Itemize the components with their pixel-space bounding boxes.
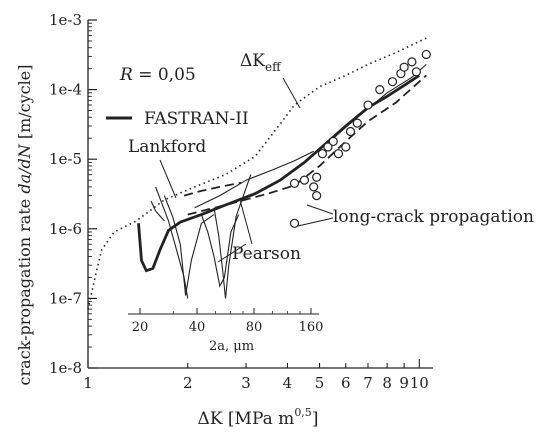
series-lankford_dashed (183, 181, 242, 197)
inset-axis-label: 2a, μm (209, 339, 254, 354)
series-fastran (137, 74, 421, 273)
series-small_crack_3 (200, 214, 240, 288)
y-tick-label: 1e-4 (49, 81, 82, 99)
pearson-leader (239, 199, 253, 245)
x-tick-label: 10 (410, 374, 429, 392)
data-point (411, 67, 421, 77)
series-small_crack_2 (155, 186, 189, 299)
data-point (333, 149, 344, 159)
y-tick-label: 1e-6 (49, 220, 82, 238)
dkeff-leader (282, 77, 301, 109)
x-tick-label: 7 (363, 374, 373, 392)
data-markers (289, 49, 431, 228)
data-point (421, 49, 431, 60)
y-tick-label: 1e-8 (49, 359, 82, 377)
y-tick-label: 1e-7 (49, 289, 82, 307)
x-tick-label: 2 (183, 374, 193, 392)
data-point (309, 182, 319, 192)
data-point (328, 136, 338, 147)
x-tick-label: 6 (341, 374, 351, 392)
data-point (312, 172, 322, 182)
x-tick-label: 3 (241, 374, 251, 392)
data-point (289, 178, 300, 188)
y-tick-label: 1e-3 (49, 11, 82, 29)
lankford-leader (159, 159, 177, 199)
data-point (407, 57, 417, 67)
long-crack-label: long-crack propagation (333, 207, 534, 227)
data-point (289, 218, 300, 228)
annotation-leaders (159, 77, 334, 263)
plot-axes (87, 20, 433, 369)
lankford-label: Lankford (128, 137, 206, 157)
x-axis-label: ΔK [MPa m0,5] (198, 406, 319, 429)
data-point (345, 126, 356, 137)
data-point (299, 175, 310, 185)
inset-tick-label: 160 (299, 320, 324, 335)
data-point (352, 118, 362, 128)
series-small_crack_5 (150, 200, 165, 222)
inset-tick-label: 80 (246, 320, 263, 335)
data-point (323, 142, 333, 152)
pearson-label: Pearson (232, 244, 301, 264)
long-crack-leader (306, 204, 334, 215)
inset-axis: 20 40 80 160 2a, μm (128, 308, 323, 354)
series-small_crack_1 (163, 195, 215, 296)
dkeff-annotation: ΔKeff (240, 51, 282, 74)
series-long_crack_dashed (187, 74, 427, 216)
x-tick-label: 4 (283, 374, 293, 392)
series-small_crack_4 (213, 174, 252, 299)
inset-tick-label: 20 (132, 320, 149, 335)
fastran-label: FASTRAN-II (144, 109, 249, 129)
pearson-leader-2 (217, 243, 247, 263)
r-annotation: R = 0,05 (119, 65, 196, 85)
data-point (375, 84, 385, 95)
data-point (341, 142, 351, 152)
inset-tick-label: 40 (189, 320, 206, 335)
data-point (387, 77, 398, 87)
x-tick-label: 1 (83, 374, 93, 392)
y-axis-label: crack-propagation rate da/dN [m/cycle] (15, 65, 34, 386)
data-point (312, 190, 322, 201)
data-point (317, 149, 328, 159)
long-crack-leader-2 (297, 217, 334, 227)
axis-ticks: 1e-8 1e-7 1e-6 1e-5 1e-4 1e-3 1 2 3 4 5 6 7 8 9 10 (49, 11, 429, 392)
series-small_crack_upper (194, 150, 314, 209)
data-point (399, 62, 409, 72)
x-tick-label: 8 (382, 374, 392, 392)
y-tick-label: 1e-5 (49, 150, 82, 168)
series-dkeff (87, 37, 427, 310)
x-tick-label: 5 (315, 374, 325, 392)
x-tick-label: 9 (399, 374, 409, 392)
data-point (363, 100, 373, 110)
